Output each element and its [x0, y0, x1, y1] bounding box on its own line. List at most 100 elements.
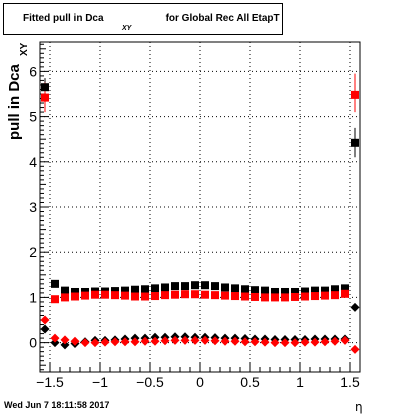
data-point-square: [81, 291, 89, 300]
data-point-square: [261, 293, 269, 302]
data-point-diamond: [260, 337, 270, 347]
data-point-square: [211, 291, 219, 300]
data-point-square: [101, 290, 109, 299]
data-point-diamond: [120, 337, 130, 347]
chart-title-box: Fitted pull in Dca for Global Rec All Eta…: [3, 3, 283, 35]
data-point-square: [321, 291, 329, 300]
data-point-square: [301, 292, 309, 301]
x-tick-label: 1.5: [340, 374, 360, 390]
data-point-diamond: [210, 336, 220, 346]
data-point-diamond: [110, 337, 120, 347]
data-point-diamond: [350, 344, 360, 354]
y-tick-label: 3: [29, 199, 37, 215]
data-point-square: [251, 286, 259, 295]
data-point-square: [111, 291, 119, 300]
data-point-diamond: [140, 336, 150, 346]
data-point-square: [51, 279, 59, 288]
data-point-diamond: [100, 337, 110, 347]
data-point-diamond: [170, 335, 180, 345]
data-point-diamond: [40, 324, 50, 334]
data-point-square: [91, 290, 99, 299]
data-point-diamond: [230, 336, 240, 346]
tick-labels: −1.5 −1 −0.5 0 0.5 1 1.5 0 1 2 3 4 5 6: [29, 63, 360, 390]
data-point-square: [151, 292, 159, 301]
x-tick-label: 0: [196, 374, 204, 390]
y-tick-label: 0: [29, 335, 37, 351]
data-point-square: [241, 285, 249, 294]
timestamp: Wed Jun 7 18:11:58 2017: [4, 400, 110, 410]
data-point-square: [211, 282, 219, 291]
data-point-diamond: [220, 336, 230, 346]
data-point-square: [261, 286, 269, 295]
data-point-square: [351, 138, 359, 147]
y-axis-label: pull in Dca XY: [6, 42, 30, 140]
data-point-diamond: [280, 338, 290, 348]
data-point-square: [141, 285, 149, 294]
data-point-square: [111, 287, 119, 296]
data-point-square: [41, 83, 49, 92]
x-tick-label: −1.5: [36, 374, 64, 390]
data-point-square: [231, 292, 239, 301]
data-point-diamond: [240, 337, 250, 347]
x-tick-label: 1: [296, 374, 304, 390]
data-point-square: [251, 292, 259, 301]
y-tick-label: 5: [29, 109, 37, 125]
data-point-square: [61, 293, 69, 302]
data-point-diamond: [290, 338, 300, 348]
chart-title: Fitted pull in Dca for Global Rec All Eta…: [23, 13, 280, 24]
data-point-square: [171, 282, 179, 291]
data-point-diamond: [150, 336, 160, 346]
x-tick-label: 0.5: [240, 374, 260, 390]
x-tick-label: −0.5: [136, 374, 164, 390]
axis-ticks: [39, 43, 361, 372]
data-point-square: [41, 93, 49, 102]
data-point-square: [321, 286, 329, 295]
data-point-square: [271, 287, 279, 296]
y-tick-label: 2: [29, 244, 37, 260]
x-tick-label: −1: [92, 374, 108, 390]
data-point-diamond: [320, 337, 330, 347]
data-point-square: [301, 287, 309, 296]
data-point-square: [311, 286, 319, 295]
data-point-diamond: [160, 336, 170, 346]
data-point-diamond: [300, 337, 310, 347]
data-point-square: [181, 290, 189, 299]
data-point-square: [291, 292, 299, 301]
data-point-square: [351, 90, 359, 99]
data-point-square: [281, 293, 289, 302]
data-point-square: [231, 284, 239, 293]
data-point-diamond: [50, 338, 60, 348]
data-point-square: [291, 287, 299, 296]
data-point-square: [121, 291, 129, 300]
data-point-square: [161, 291, 169, 300]
data-point-diamond: [310, 337, 320, 347]
data-point-square: [241, 292, 249, 301]
data-point-square: [141, 292, 149, 301]
y-tick-label: 1: [29, 289, 37, 305]
data-point-diamond: [60, 340, 70, 350]
data-point-square: [161, 283, 169, 292]
y-tick-label: 4: [29, 154, 37, 170]
svg-text:XY: XY: [19, 42, 30, 56]
chart-title-subscript: XY: [122, 25, 132, 32]
grid-lines: [40, 42, 360, 372]
data-point-square: [341, 284, 349, 293]
data-point-square: [311, 292, 319, 301]
data-point-square: [191, 290, 199, 299]
data-point-diamond: [130, 337, 140, 347]
data-point-square: [131, 285, 139, 294]
data-point-square: [191, 281, 199, 290]
data-point-square: [201, 290, 209, 299]
data-point-square: [201, 281, 209, 290]
data-point-diamond: [350, 302, 360, 312]
data-point-diamond: [70, 336, 80, 346]
data-point-diamond: [250, 337, 260, 347]
data-point-diamond: [40, 315, 50, 325]
data-point-square: [331, 285, 339, 294]
data-point-diamond: [60, 335, 70, 345]
y-tick-label: 6: [29, 63, 37, 79]
data-point-diamond: [80, 338, 90, 348]
data-point-square: [341, 289, 349, 298]
data-point-diamond: [200, 335, 210, 345]
x-axis-label: η: [355, 400, 363, 414]
